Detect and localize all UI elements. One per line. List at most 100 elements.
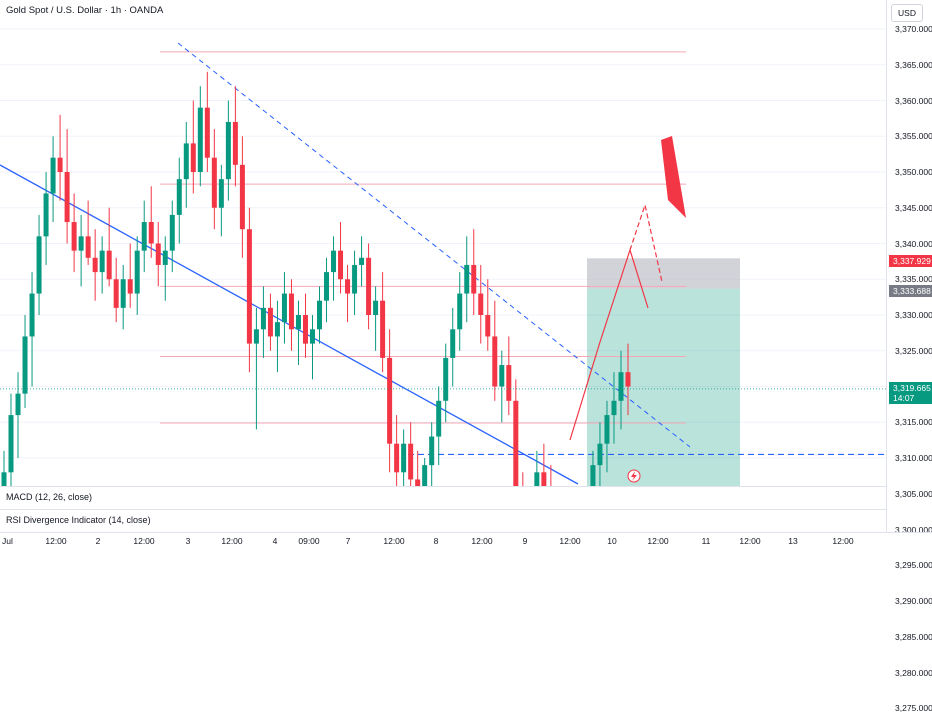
- candle-body: [464, 264, 470, 294]
- macd-pane[interactable]: MACD (12, 26, close): [0, 486, 886, 509]
- symbol-title[interactable]: Gold Spot / U.S. Dollar · 1h · OANDA: [6, 5, 164, 16]
- candle-body: [134, 250, 140, 294]
- price-tick: 3,310.000: [895, 453, 932, 463]
- candle-body: [324, 272, 330, 301]
- time-tick: 12:00: [471, 536, 493, 546]
- candle-body: [281, 293, 287, 323]
- time-tick: 12:00: [45, 536, 67, 546]
- rsi-label[interactable]: RSI Divergence Indicator (14, close): [6, 515, 151, 525]
- entry-price-tag: 3,333.688: [889, 285, 932, 298]
- projection-path: [569, 248, 649, 441]
- candle-body: [106, 250, 112, 280]
- candle-body: [92, 257, 98, 273]
- rsi-pane[interactable]: RSI Divergence Indicator (14, close): [0, 509, 886, 532]
- price-tick: 3,295.000: [895, 560, 932, 571]
- time-tick: 3: [185, 536, 191, 546]
- candle-body: [302, 315, 308, 344]
- candle-body: [218, 179, 224, 208]
- price-tick: 3,285.000: [895, 631, 932, 642]
- candle-body: [85, 236, 91, 258]
- macd-label[interactable]: MACD (12, 26, close): [6, 492, 93, 502]
- time-tick: 12:00: [739, 536, 761, 546]
- candle-body: [359, 257, 365, 265]
- candle-body: [401, 443, 407, 473]
- candle-body: [295, 315, 301, 330]
- candle-body: [8, 415, 14, 473]
- candle-body: [267, 307, 273, 337]
- candle-body: [345, 279, 351, 294]
- horizontal-lines: [408, 453, 886, 456]
- candle-body: [211, 157, 217, 208]
- candle-body: [22, 336, 28, 394]
- last-price-tag: 3,319.665 14:07: [889, 381, 932, 404]
- price-tick: 3,335.000: [895, 274, 932, 285]
- candle-body: [373, 300, 379, 315]
- candle-body: [618, 372, 624, 401]
- currency-button[interactable]: USD: [891, 4, 923, 22]
- lightning-icon[interactable]: [627, 469, 641, 483]
- candle-body: [457, 293, 463, 330]
- candle-body: [436, 400, 442, 437]
- candle-body: [492, 336, 498, 387]
- price-tick: 3,355.000: [895, 131, 932, 142]
- candle-body: [485, 315, 491, 337]
- price-tick: 3,345.000: [895, 202, 932, 213]
- candle-body: [513, 400, 519, 486]
- projection-arrows: [569, 136, 686, 441]
- candle-body: [387, 357, 393, 444]
- candle-body: [232, 121, 238, 165]
- candle-body: [190, 143, 196, 172]
- last-price-value: 3,319.665: [893, 382, 931, 393]
- candle-body: [113, 279, 119, 308]
- price-tick: 3,325.000: [895, 345, 932, 356]
- short-position-tool: [587, 258, 740, 486]
- candle-body: [422, 465, 428, 486]
- dashed-trendline: [177, 42, 691, 448]
- price-tick: 3,330.000: [895, 310, 932, 320]
- chart-grid: [0, 28, 886, 459]
- candle-body: [120, 279, 126, 308]
- candle-body: [352, 264, 358, 294]
- candle-body: [148, 222, 154, 244]
- candle-body: [253, 329, 259, 344]
- candle-body: [380, 300, 386, 358]
- candle-body: [162, 250, 168, 265]
- price-tick: 3,280.000: [895, 667, 932, 678]
- price-tick: 3,305.000: [895, 488, 932, 499]
- candle-body: [225, 121, 231, 180]
- time-tick: 8: [433, 536, 439, 546]
- time-tick: 09:00: [298, 536, 320, 546]
- candle-body: [604, 415, 610, 444]
- price-tick: 3,315.000: [895, 417, 932, 428]
- candle-body: [534, 472, 540, 486]
- candle-body: [309, 329, 315, 344]
- candle-body: [394, 443, 400, 473]
- time-tick: 12:00: [647, 536, 669, 546]
- price-tick: 3,290.000: [895, 596, 932, 606]
- projection-alt: [629, 202, 663, 283]
- time-tick: Jul: [2, 536, 13, 546]
- time-axis[interactable]: Jul 12:00 2 12:00 3 12:00 4 09:00 7 12:00 8 12:00 9 1…: [0, 532, 932, 551]
- candle-body: [611, 400, 617, 416]
- candle-body: [155, 243, 161, 265]
- candle-body: [43, 193, 49, 237]
- target-zone: [587, 288, 740, 486]
- fibonacci-retracement: [160, 51, 686, 424]
- price-tick: 3,300.000: [895, 524, 932, 535]
- candle-body: [204, 107, 210, 158]
- candle-body: [317, 300, 323, 330]
- time-tick: 4: [272, 536, 278, 546]
- candle-body: [366, 257, 372, 315]
- candle-body: [64, 172, 70, 223]
- time-tick: 12:00: [221, 536, 243, 546]
- candle-body: [443, 357, 449, 401]
- candle-body: [1, 472, 7, 486]
- candle-body: [197, 107, 203, 172]
- candle-body: [176, 179, 182, 215]
- price-tick: 3,370.000: [895, 24, 932, 34]
- price-chart[interactable]: [0, 0, 886, 486]
- time-tick: 12:00: [133, 536, 155, 546]
- candle-body: [71, 222, 77, 251]
- price-axis[interactable]: USD 3,370.000 3,365.000 3,360.000 3,355.000…: [886, 0, 932, 713]
- candle-body: [78, 236, 84, 251]
